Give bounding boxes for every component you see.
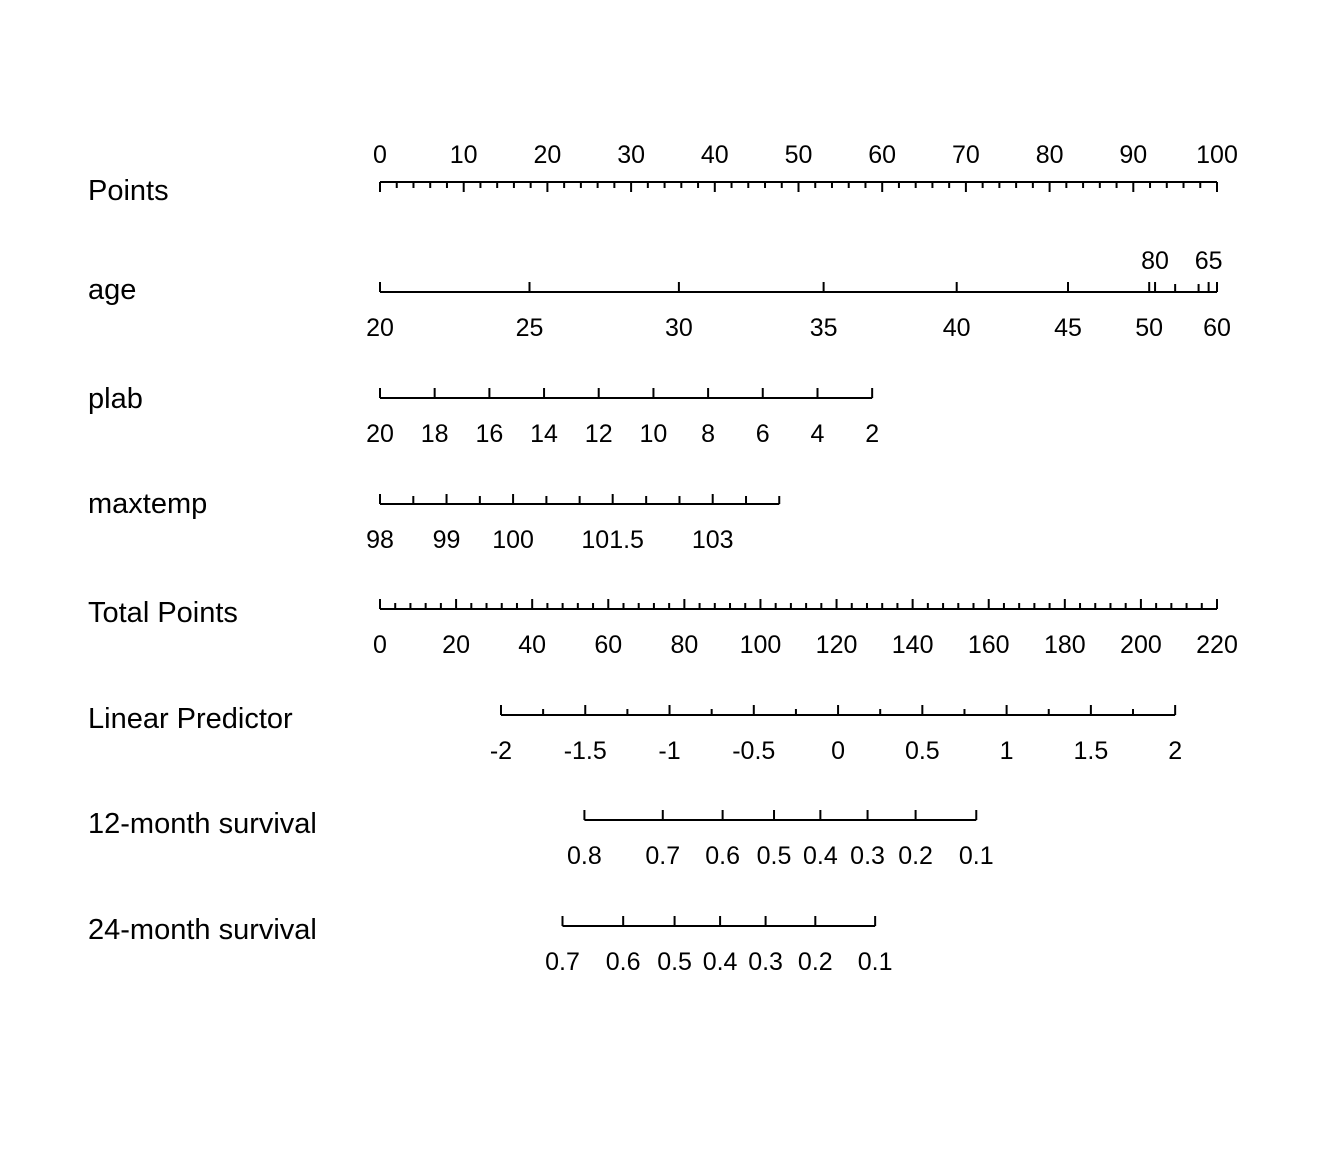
plab-tick-label-2: 2	[865, 420, 879, 448]
maxtemp-tick-label-103: 103	[692, 526, 734, 554]
linear-predictor-tick-label-1-5: -1.5	[564, 737, 607, 765]
age-tick-label-60: 60	[1203, 314, 1231, 342]
24-month-survival-tick-label-0-6: 0.6	[606, 948, 641, 976]
24-month-survival-tick-label-0-5: 0.5	[657, 948, 692, 976]
age-tick-label-80: 80	[1141, 247, 1169, 275]
points-tick-label-10: 10	[450, 141, 478, 169]
12-month-survival-tick-label-0-8: 0.8	[567, 842, 602, 870]
linear-predictor-tick-label-0: 0	[831, 737, 845, 765]
maxtemp-tick-label-100: 100	[492, 526, 534, 554]
total-points-tick-label-60: 60	[594, 631, 622, 659]
maxtemp-tick-label-101-5: 101.5	[581, 526, 644, 554]
age-tick-label-40: 40	[943, 314, 971, 342]
points-tick-label-50: 50	[785, 141, 813, 169]
24-month-survival-tick-label-0-7: 0.7	[545, 948, 580, 976]
plab-tick-label-4: 4	[811, 420, 825, 448]
age-tick-label-30: 30	[665, 314, 693, 342]
row-label-total-points: Total Points	[88, 597, 238, 629]
row-label-points: Points	[88, 175, 169, 207]
linear-predictor-tick-label-0-5: 0.5	[905, 737, 940, 765]
12-month-survival-tick-label-0-2: 0.2	[898, 842, 933, 870]
12-month-survival-tick-label-0-7: 0.7	[645, 842, 680, 870]
plab-tick-label-18: 18	[421, 420, 449, 448]
row-label-linear-predictor: Linear Predictor	[88, 703, 293, 735]
24-month-survival-tick-label-0-1: 0.1	[858, 948, 893, 976]
points-tick-label-90: 90	[1119, 141, 1147, 169]
maxtemp-tick-label-99: 99	[433, 526, 461, 554]
row-label-plab: plab	[88, 383, 143, 415]
points-tick-label-70: 70	[952, 141, 980, 169]
age-tick-label-65: 65	[1195, 247, 1223, 275]
12-month-survival-tick-label-0-6: 0.6	[705, 842, 740, 870]
points-tick-label-40: 40	[701, 141, 729, 169]
age-tick-label-50: 50	[1135, 314, 1163, 342]
linear-predictor-tick-label-1-5: 1.5	[1073, 737, 1108, 765]
total-points-tick-label-0: 0	[373, 631, 387, 659]
row-label-maxtemp: maxtemp	[88, 488, 207, 520]
linear-predictor-tick-label-2: 2	[1168, 737, 1182, 765]
points-tick-label-20: 20	[533, 141, 561, 169]
linear-predictor-tick-label-1: -1	[658, 737, 680, 765]
age-tick-label-20: 20	[366, 314, 394, 342]
total-points-tick-label-120: 120	[816, 631, 858, 659]
row-label-12-month-survival: 12-month survival	[88, 808, 317, 840]
12-month-survival-tick-label-0-4: 0.4	[803, 842, 838, 870]
total-points-tick-label-100: 100	[740, 631, 782, 659]
points-tick-label-80: 80	[1036, 141, 1064, 169]
age-tick-label-45: 45	[1054, 314, 1082, 342]
plab-tick-label-12: 12	[585, 420, 613, 448]
points-tick-label-30: 30	[617, 141, 645, 169]
plab-tick-label-20: 20	[366, 420, 394, 448]
age-tick-label-35: 35	[810, 314, 838, 342]
linear-predictor-tick-label-1: 1	[1000, 737, 1014, 765]
12-month-survival-tick-label-0-3: 0.3	[850, 842, 885, 870]
12-month-survival-tick-label-0-1: 0.1	[959, 842, 994, 870]
age-tick-label-25: 25	[516, 314, 544, 342]
plab-tick-label-10: 10	[640, 420, 668, 448]
plab-tick-label-6: 6	[756, 420, 770, 448]
plab-tick-label-16: 16	[475, 420, 503, 448]
points-tick-label-60: 60	[868, 141, 896, 169]
24-month-survival-tick-label-0-3: 0.3	[748, 948, 783, 976]
total-points-tick-label-180: 180	[1044, 631, 1086, 659]
total-points-tick-label-20: 20	[442, 631, 470, 659]
total-points-tick-label-220: 220	[1196, 631, 1238, 659]
points-tick-label-100: 100	[1196, 141, 1238, 169]
total-points-tick-label-80: 80	[670, 631, 698, 659]
row-label-24-month-survival: 24-month survival	[88, 914, 317, 946]
maxtemp-tick-label-98: 98	[366, 526, 394, 554]
plab-tick-label-8: 8	[701, 420, 715, 448]
total-points-tick-label-40: 40	[518, 631, 546, 659]
24-month-survival-tick-label-0-2: 0.2	[798, 948, 833, 976]
total-points-tick-label-140: 140	[892, 631, 934, 659]
24-month-survival-tick-label-0-4: 0.4	[703, 948, 738, 976]
12-month-survival-tick-label-0-5: 0.5	[757, 842, 792, 870]
total-points-tick-label-160: 160	[968, 631, 1010, 659]
total-points-tick-label-200: 200	[1120, 631, 1162, 659]
linear-predictor-tick-label-0-5: -0.5	[732, 737, 775, 765]
linear-predictor-tick-label-2: -2	[490, 737, 512, 765]
plab-tick-label-14: 14	[530, 420, 558, 448]
row-label-age: age	[88, 274, 136, 306]
points-tick-label-0: 0	[373, 141, 387, 169]
